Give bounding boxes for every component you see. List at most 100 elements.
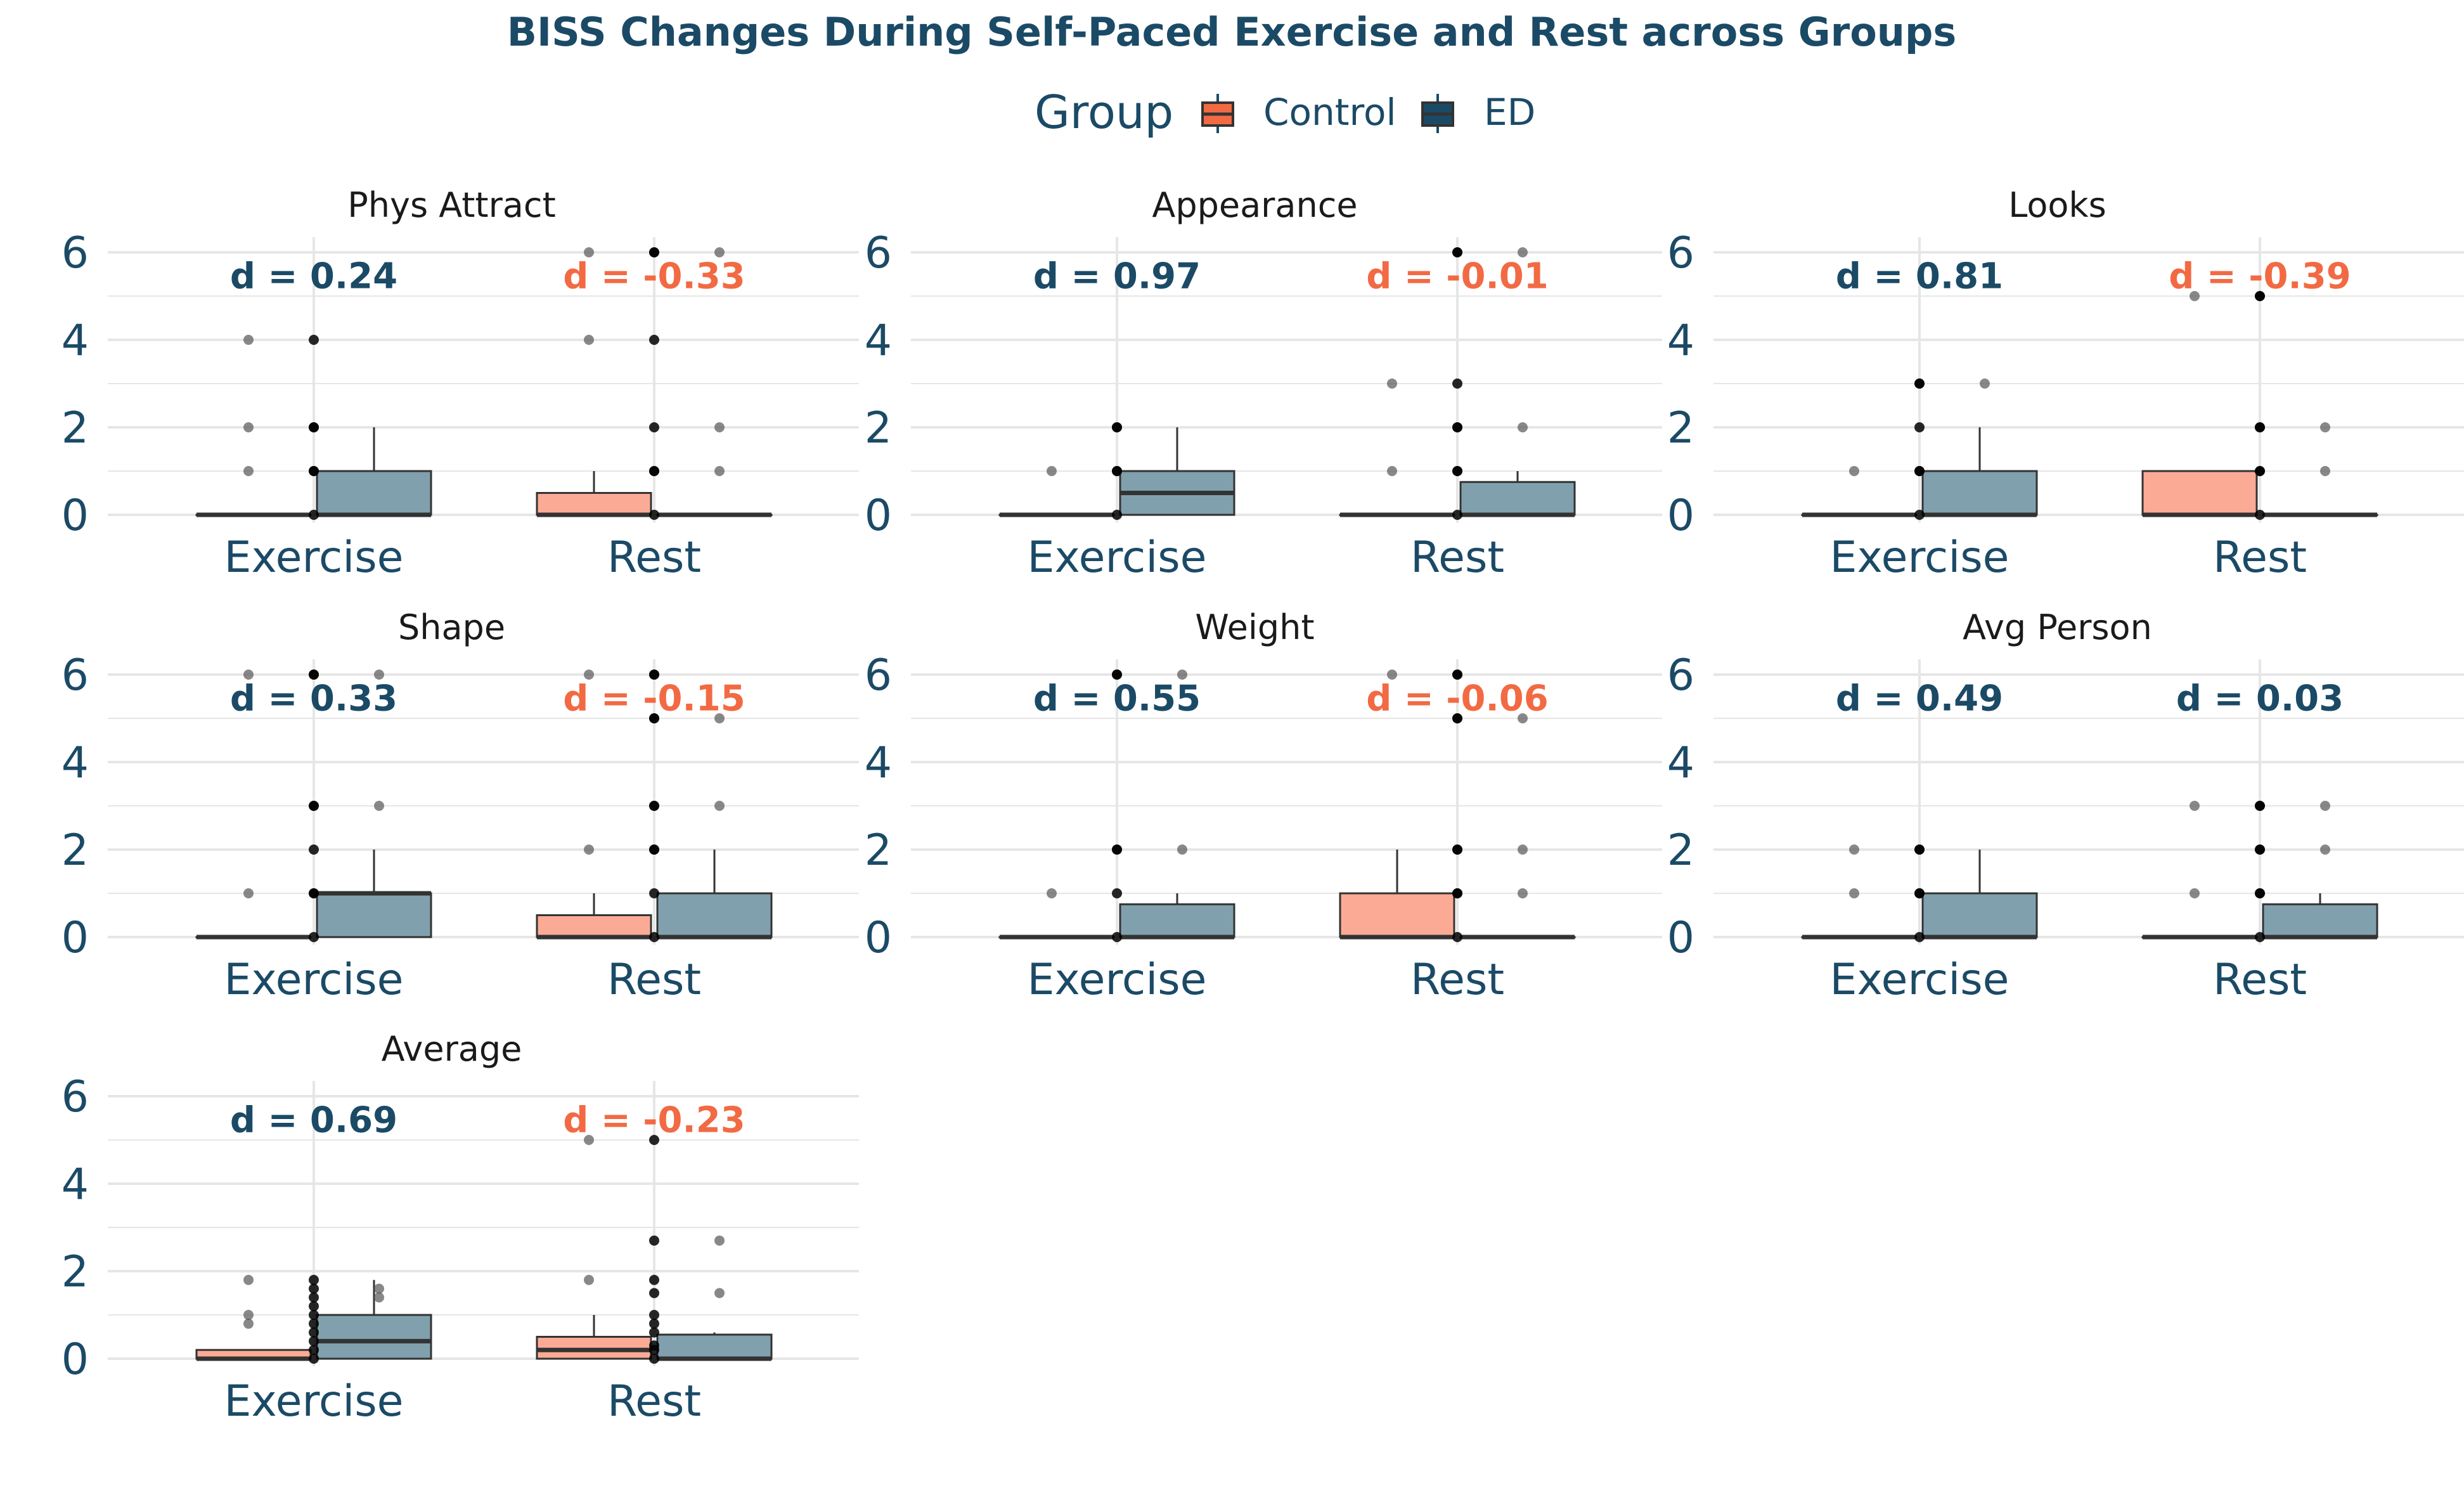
x-tick-label: Exercise [1028, 955, 1207, 1005]
data-point [1452, 379, 1462, 389]
outlier-point-control [1047, 466, 1057, 476]
facet-panel-1: 0 2 4 6 Appearance Exercise Rest d = 0.97 d = -0… [865, 185, 1662, 583]
data-point [649, 1135, 659, 1145]
box-ed [1459, 481, 1576, 516]
x-tick-label: Exercise [1830, 533, 2009, 583]
data-point [649, 335, 659, 345]
outlier-point-control [243, 888, 254, 898]
outlier-point-ed [1518, 422, 1528, 432]
facet-panel-6: 0 2 4 6 Average Exercise Rest d = 0.69 d = -0.23 [61, 1029, 859, 1427]
facet-strip-label: Weight [1195, 607, 1314, 647]
facet-strip-label: Looks [2008, 185, 2106, 225]
data-point [1112, 466, 1122, 476]
outlier-point-control [2190, 291, 2200, 301]
facet-panel-4: 0 2 4 6 Weight Exercise Rest d = 0.55 d = -0.06 [865, 607, 1662, 1005]
outlier-point-ed [1177, 845, 1187, 855]
outlier-point-ed [1518, 713, 1528, 723]
facet-strip-label: Phys Attract [347, 185, 556, 225]
outlier-point-ed [1177, 670, 1187, 680]
data-point [309, 932, 319, 942]
outlier-point-ed [714, 801, 725, 811]
data-point [1112, 510, 1122, 520]
facet-panel-5: 0 2 4 6 Avg Person Exercise Rest d = 0.49 d = 0.… [1667, 607, 2464, 1005]
y-tick-label: 4 [865, 316, 892, 366]
data-point [1914, 888, 1925, 898]
data-point [649, 713, 659, 723]
x-tick-label: Rest [607, 1376, 701, 1427]
y-tick-label: 6 [61, 1072, 89, 1122]
data-point [649, 1327, 659, 1338]
legend-label-control: Control [1263, 91, 1396, 134]
outlier-point-ed [1980, 379, 1990, 389]
data-point [2255, 888, 2265, 898]
y-tick-label: 2 [1667, 403, 1694, 453]
y-tick-label: 4 [1667, 738, 1694, 788]
x-tick-label: Exercise [224, 955, 404, 1005]
data-point [309, 1292, 319, 1303]
box-control [536, 914, 652, 938]
effect-size-label: d = -0.01 [1366, 256, 1548, 297]
outlier-point-control [2190, 801, 2200, 811]
y-tick-label: 0 [61, 1335, 89, 1385]
x-tick-label: Exercise [224, 1376, 404, 1427]
outlier-point-control [243, 1310, 254, 1320]
box-control [1339, 892, 1455, 938]
data-point [649, 670, 659, 680]
y-tick-label: 0 [61, 913, 89, 963]
x-tick-label: Exercise [1028, 533, 1207, 583]
data-point [2255, 422, 2265, 432]
facet-strip-label: Appearance [1152, 185, 1357, 225]
facet-strip-label: Shape [398, 607, 505, 647]
y-tick-label: 6 [61, 650, 89, 701]
data-point [649, 932, 659, 942]
facet-panel-2: 0 2 4 6 Looks Exercise Rest d = 0.81 d = -0.39 [1667, 185, 2464, 583]
outlier-point-control [243, 466, 254, 476]
data-point [1112, 845, 1122, 855]
box-ed [1119, 903, 1235, 938]
box-control [536, 492, 652, 516]
outlier-point-ed [2320, 422, 2330, 432]
data-point [1452, 247, 1462, 257]
outlier-point-control [584, 1135, 594, 1145]
y-tick-label: 6 [1667, 650, 1694, 701]
outlier-point-ed [2320, 466, 2330, 476]
x-tick-label: Rest [2213, 955, 2307, 1005]
outlier-point-control [243, 1274, 254, 1285]
box-ed [316, 1314, 432, 1360]
legend-title: Group [1035, 86, 1173, 139]
outlier-point-ed [714, 466, 725, 476]
data-point [1112, 888, 1122, 898]
data-point [649, 247, 659, 257]
data-point [309, 1345, 319, 1356]
legend-key-control [1201, 94, 1234, 133]
data-point [309, 801, 319, 811]
data-point [309, 1310, 319, 1320]
outlier-point-ed [714, 1288, 725, 1298]
data-point [649, 1318, 659, 1329]
data-point [649, 801, 659, 811]
y-tick-label: 4 [1667, 316, 1694, 366]
data-point [309, 1301, 319, 1312]
data-point [309, 1336, 319, 1347]
box-ed [316, 470, 432, 516]
facet-panel-0: 0 2 4 6 Phys Attract Exercise Rest d = 0.24 d = … [61, 185, 859, 583]
x-tick-label: Rest [607, 955, 701, 1005]
outlier-point-control [584, 1274, 594, 1285]
box-control [2141, 470, 2258, 516]
data-point [1914, 510, 1925, 520]
y-tick-label: 0 [865, 491, 892, 541]
facet-strip-label: Avg Person [1963, 607, 2152, 647]
data-point [1452, 510, 1462, 520]
effect-size-label: d = -0.23 [563, 1100, 745, 1141]
outlier-point-control [243, 670, 254, 680]
data-point [309, 1274, 319, 1285]
outlier-point-ed [374, 1283, 384, 1294]
data-point [649, 510, 659, 520]
outlier-point-control [1849, 466, 1859, 476]
y-tick-label: 4 [865, 738, 892, 788]
data-point [309, 335, 319, 345]
outlier-point-ed [714, 1235, 725, 1246]
box-ed [656, 892, 773, 938]
outlier-point-ed [2320, 845, 2330, 855]
